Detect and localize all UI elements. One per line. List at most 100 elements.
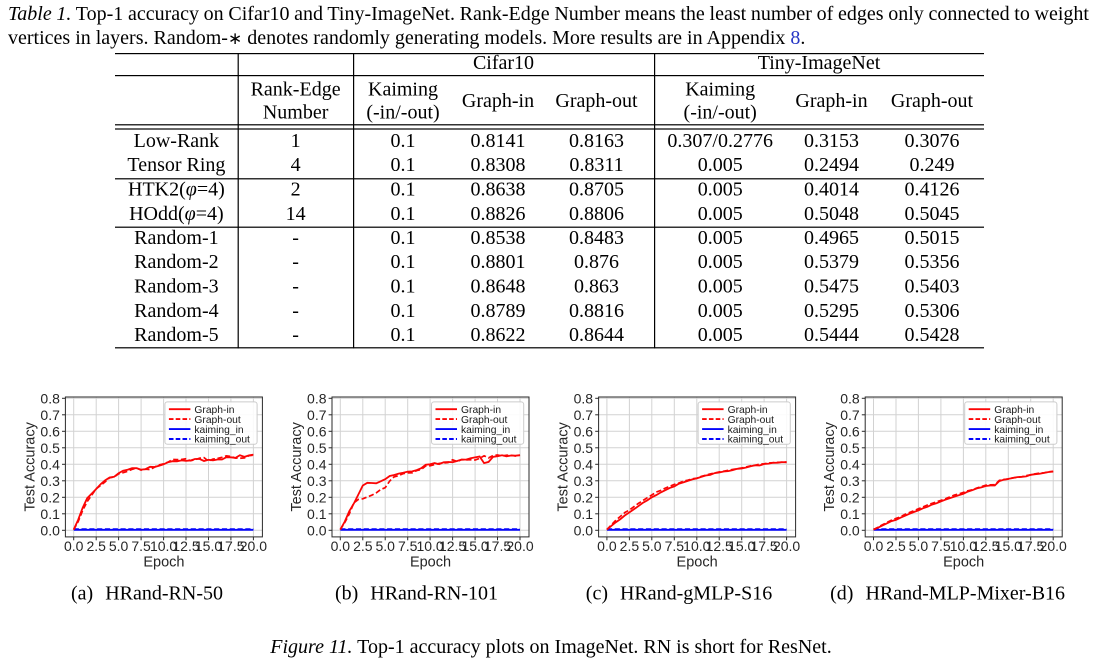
- svg-text:0.1: 0.1: [391, 154, 416, 176]
- svg-text:0.6: 0.6: [40, 423, 60, 439]
- svg-text:0.3: 0.3: [574, 473, 594, 489]
- svg-text:0.8648: 0.8648: [471, 276, 526, 298]
- svg-text:0.005: 0.005: [698, 276, 743, 298]
- svg-text:15.0: 15.0: [461, 538, 488, 554]
- svg-text:0.005: 0.005: [698, 251, 743, 273]
- svg-text:0.8638: 0.8638: [471, 179, 526, 201]
- svg-text:5.0: 5.0: [909, 538, 929, 554]
- svg-text:0.8141: 0.8141: [471, 130, 526, 152]
- svg-text:(c) HRand-gMLP-S16: (c) HRand-gMLP-S16: [586, 583, 772, 605]
- svg-text:0.1: 0.1: [391, 251, 416, 273]
- svg-text:14: 14: [286, 203, 306, 225]
- svg-text:2.5: 2.5: [86, 538, 106, 554]
- svg-text:17.5: 17.5: [1017, 538, 1044, 554]
- svg-text:0.4: 0.4: [574, 456, 594, 472]
- svg-text:5.0: 5.0: [109, 538, 129, 554]
- svg-text:0.876: 0.876: [574, 251, 619, 273]
- svg-text:0.8826: 0.8826: [471, 203, 526, 225]
- svg-text:0.3153: 0.3153: [804, 130, 859, 152]
- svg-text:Figure 11. Top-1 accuracy plot: Figure 11. Top-1 accuracy plots on Image…: [269, 636, 831, 658]
- svg-text:0.5356: 0.5356: [905, 251, 960, 273]
- svg-text:0.005: 0.005: [698, 300, 743, 322]
- svg-text:0.1: 0.1: [840, 506, 860, 522]
- svg-text:7.5: 7.5: [665, 538, 685, 554]
- svg-text:0.0: 0.0: [597, 538, 617, 554]
- svg-text:4: 4: [291, 154, 301, 176]
- svg-text:0.4014: 0.4014: [804, 179, 859, 201]
- svg-text:kaiming_in: kaiming_in: [994, 425, 1043, 436]
- svg-text:15.0: 15.0: [728, 538, 755, 554]
- svg-text:0.8: 0.8: [840, 390, 860, 406]
- svg-text:0.005: 0.005: [698, 179, 743, 201]
- svg-text:12.5: 12.5: [439, 538, 466, 554]
- svg-text:0.1: 0.1: [391, 130, 416, 152]
- svg-text:Graph-out: Graph-out: [194, 415, 241, 426]
- svg-text:0.5379: 0.5379: [804, 251, 859, 273]
- svg-text:0.1: 0.1: [307, 506, 327, 522]
- svg-text:Tensor Ring: Tensor Ring: [127, 154, 225, 176]
- svg-text:-: -: [292, 324, 299, 346]
- svg-text:0.5: 0.5: [840, 440, 860, 456]
- svg-text:0.6: 0.6: [307, 423, 327, 439]
- svg-text:Graph-in: Graph-in: [994, 405, 1034, 416]
- svg-text:0.005: 0.005: [698, 324, 743, 346]
- svg-text:Graph-in: Graph-in: [194, 405, 234, 416]
- svg-text:0.5306: 0.5306: [905, 300, 960, 322]
- svg-text:0.1: 0.1: [391, 324, 416, 346]
- svg-text:HOdd(φ=4): HOdd(φ=4): [129, 203, 224, 225]
- svg-text:Number: Number: [263, 102, 329, 124]
- svg-text:15.0: 15.0: [195, 538, 222, 554]
- svg-text:0.8538: 0.8538: [471, 227, 526, 249]
- svg-text:0.0: 0.0: [840, 522, 860, 538]
- svg-text:0.863: 0.863: [574, 276, 619, 298]
- svg-text:17.5: 17.5: [750, 538, 777, 554]
- svg-text:0.5048: 0.5048: [804, 203, 859, 225]
- svg-text:kaiming_out: kaiming_out: [994, 435, 1050, 446]
- svg-text:0.2: 0.2: [40, 489, 60, 505]
- svg-text:0.4: 0.4: [840, 456, 860, 472]
- svg-text:0.0: 0.0: [331, 538, 351, 554]
- svg-text:Test Accuracy: Test Accuracy: [556, 421, 572, 511]
- svg-text:0.6: 0.6: [574, 423, 594, 439]
- svg-text:Test Accuracy: Test Accuracy: [822, 421, 838, 511]
- svg-text:7.5: 7.5: [931, 538, 951, 554]
- svg-text:Random-1: Random-1: [134, 227, 218, 249]
- svg-text:Low-Rank: Low-Rank: [134, 130, 220, 152]
- svg-text:0.8: 0.8: [307, 390, 327, 406]
- svg-text:(d) HRand-MLP-Mixer-B16: (d) HRand-MLP-Mixer-B16: [830, 583, 1065, 605]
- svg-text:kaiming_in: kaiming_in: [728, 425, 777, 436]
- svg-text:kaiming_out: kaiming_out: [194, 435, 250, 446]
- svg-text:0.307/0.2776: 0.307/0.2776: [667, 130, 773, 152]
- svg-text:10.0: 10.0: [950, 538, 977, 554]
- svg-text:-: -: [292, 300, 299, 322]
- svg-text:17.5: 17.5: [484, 538, 511, 554]
- svg-text:kaiming_out: kaiming_out: [461, 435, 517, 446]
- svg-text:12.5: 12.5: [706, 538, 733, 554]
- svg-text:(-in/-out): (-in/-out): [366, 102, 439, 124]
- svg-text:Graph-out: Graph-out: [891, 90, 974, 112]
- svg-text:0.4126: 0.4126: [905, 179, 960, 201]
- svg-text:0.7: 0.7: [307, 407, 327, 423]
- svg-text:Random-2: Random-2: [134, 251, 218, 273]
- svg-text:0.5: 0.5: [307, 440, 327, 456]
- svg-text:Random-5: Random-5: [134, 324, 218, 346]
- svg-text:0.7: 0.7: [574, 407, 594, 423]
- svg-text:Graph-in: Graph-in: [795, 90, 867, 112]
- svg-text:0.8801: 0.8801: [471, 251, 526, 273]
- svg-text:7.5: 7.5: [131, 538, 151, 554]
- svg-text:0.6: 0.6: [840, 423, 860, 439]
- svg-text:0.7: 0.7: [840, 407, 860, 423]
- svg-text:0.8644: 0.8644: [569, 324, 624, 346]
- svg-text:0.2: 0.2: [840, 489, 860, 505]
- svg-text:0.7: 0.7: [40, 407, 60, 423]
- svg-text:Rank-Edge: Rank-Edge: [251, 79, 341, 101]
- svg-text:10.0: 10.0: [416, 538, 443, 554]
- svg-text:0.1: 0.1: [391, 227, 416, 249]
- svg-text:-: -: [292, 276, 299, 298]
- svg-text:kaiming_in: kaiming_in: [461, 425, 510, 436]
- svg-text:0.8311: 0.8311: [569, 154, 623, 176]
- svg-text:Graph-in: Graph-in: [462, 90, 534, 112]
- svg-text:Graph-out: Graph-out: [994, 415, 1041, 426]
- svg-text:0.8: 0.8: [40, 390, 60, 406]
- svg-text:0.5: 0.5: [40, 440, 60, 456]
